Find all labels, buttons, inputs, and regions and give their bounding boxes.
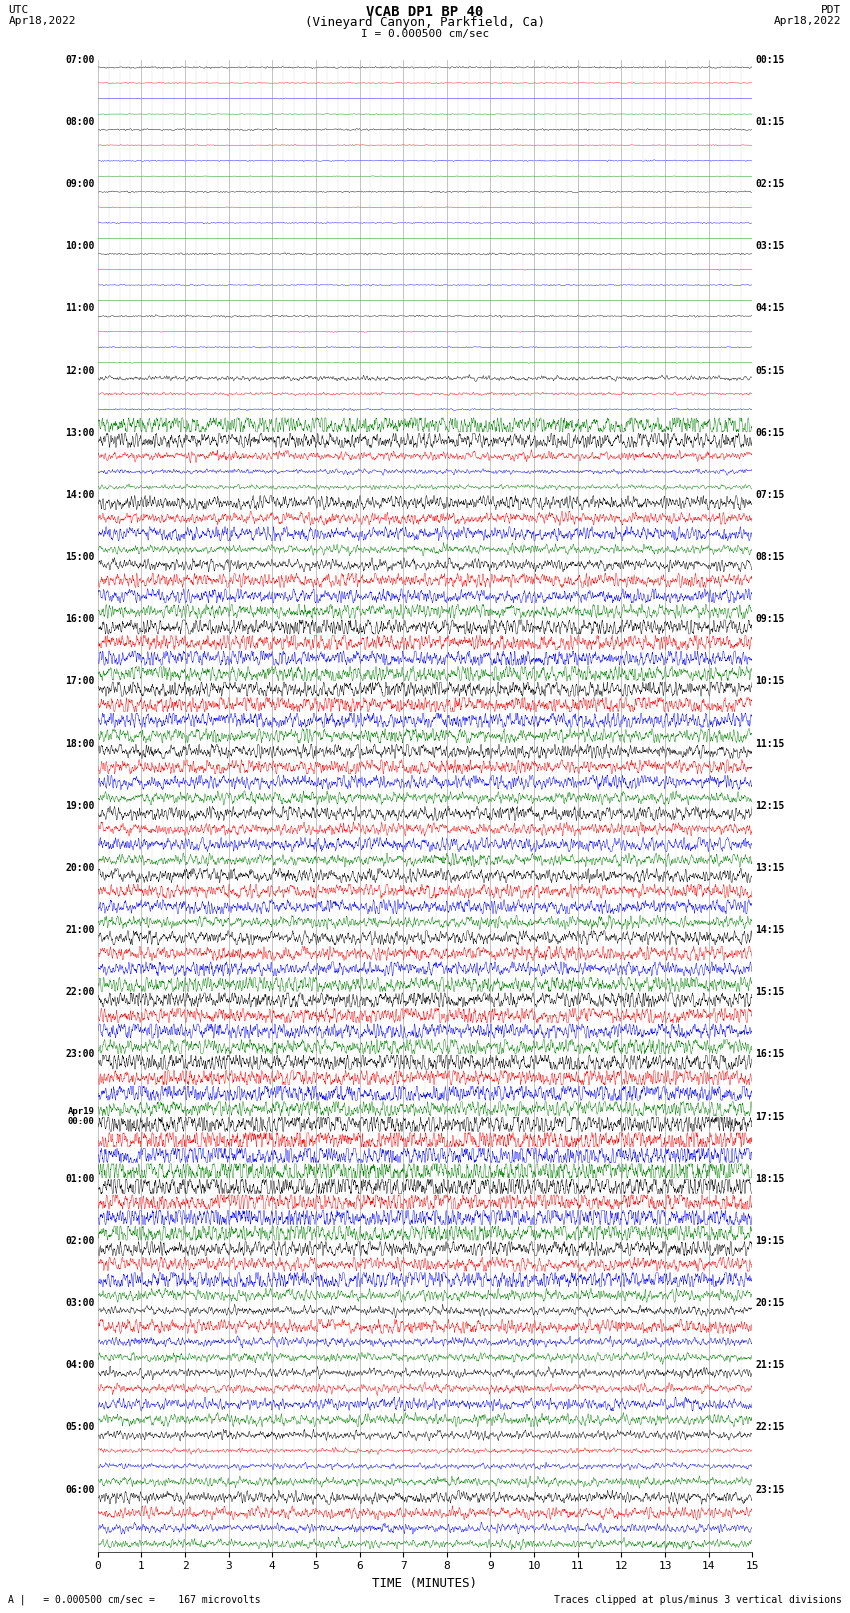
Text: 23:00: 23:00 bbox=[65, 1050, 94, 1060]
Text: 08:00: 08:00 bbox=[65, 116, 94, 127]
Text: 21:15: 21:15 bbox=[756, 1360, 785, 1369]
Text: 01:00: 01:00 bbox=[65, 1174, 94, 1184]
Text: 03:00: 03:00 bbox=[65, 1298, 94, 1308]
Text: 04:00: 04:00 bbox=[65, 1360, 94, 1369]
Text: 12:00: 12:00 bbox=[65, 366, 94, 376]
Text: 09:00: 09:00 bbox=[65, 179, 94, 189]
Text: 11:00: 11:00 bbox=[65, 303, 94, 313]
Text: 18:00: 18:00 bbox=[65, 739, 94, 748]
Text: Apr18,2022: Apr18,2022 bbox=[774, 16, 842, 26]
Text: 01:15: 01:15 bbox=[756, 116, 785, 127]
Text: 12:15: 12:15 bbox=[756, 800, 785, 811]
Text: 17:15: 17:15 bbox=[756, 1111, 785, 1121]
Text: 19:00: 19:00 bbox=[65, 800, 94, 811]
Text: I = 0.000500 cm/sec: I = 0.000500 cm/sec bbox=[361, 29, 489, 39]
X-axis label: TIME (MINUTES): TIME (MINUTES) bbox=[372, 1578, 478, 1590]
Text: 07:00: 07:00 bbox=[65, 55, 94, 65]
Text: Apr18,2022: Apr18,2022 bbox=[8, 16, 76, 26]
Text: 10:15: 10:15 bbox=[756, 676, 785, 687]
Text: 11:15: 11:15 bbox=[756, 739, 785, 748]
Text: 07:15: 07:15 bbox=[756, 490, 785, 500]
Text: Apr19
00:00: Apr19 00:00 bbox=[68, 1107, 94, 1126]
Text: 16:15: 16:15 bbox=[756, 1050, 785, 1060]
Text: 22:00: 22:00 bbox=[65, 987, 94, 997]
Text: 15:15: 15:15 bbox=[756, 987, 785, 997]
Text: 13:15: 13:15 bbox=[756, 863, 785, 873]
Text: A |   = 0.000500 cm/sec =    167 microvolts: A | = 0.000500 cm/sec = 167 microvolts bbox=[8, 1594, 261, 1605]
Text: PDT: PDT bbox=[821, 5, 842, 15]
Text: (Vineyard Canyon, Parkfield, Ca): (Vineyard Canyon, Parkfield, Ca) bbox=[305, 16, 545, 29]
Text: 14:15: 14:15 bbox=[756, 924, 785, 936]
Text: 10:00: 10:00 bbox=[65, 242, 94, 252]
Text: 17:00: 17:00 bbox=[65, 676, 94, 687]
Text: 02:15: 02:15 bbox=[756, 179, 785, 189]
Text: Traces clipped at plus/minus 3 vertical divisions: Traces clipped at plus/minus 3 vertical … bbox=[553, 1595, 842, 1605]
Text: 06:00: 06:00 bbox=[65, 1484, 94, 1495]
Text: 05:00: 05:00 bbox=[65, 1423, 94, 1432]
Text: VCAB DP1 BP 40: VCAB DP1 BP 40 bbox=[366, 5, 484, 19]
Text: 19:15: 19:15 bbox=[756, 1236, 785, 1245]
Text: 06:15: 06:15 bbox=[756, 427, 785, 437]
Text: 16:00: 16:00 bbox=[65, 615, 94, 624]
Text: 21:00: 21:00 bbox=[65, 924, 94, 936]
Text: 13:00: 13:00 bbox=[65, 427, 94, 437]
Text: 03:15: 03:15 bbox=[756, 242, 785, 252]
Text: 20:15: 20:15 bbox=[756, 1298, 785, 1308]
Text: 02:00: 02:00 bbox=[65, 1236, 94, 1245]
Text: 23:15: 23:15 bbox=[756, 1484, 785, 1495]
Text: 14:00: 14:00 bbox=[65, 490, 94, 500]
Text: 09:15: 09:15 bbox=[756, 615, 785, 624]
Text: 04:15: 04:15 bbox=[756, 303, 785, 313]
Text: 15:00: 15:00 bbox=[65, 552, 94, 561]
Text: 08:15: 08:15 bbox=[756, 552, 785, 561]
Text: 18:15: 18:15 bbox=[756, 1174, 785, 1184]
Text: 20:00: 20:00 bbox=[65, 863, 94, 873]
Text: 05:15: 05:15 bbox=[756, 366, 785, 376]
Text: 00:15: 00:15 bbox=[756, 55, 785, 65]
Text: UTC: UTC bbox=[8, 5, 29, 15]
Text: 22:15: 22:15 bbox=[756, 1423, 785, 1432]
